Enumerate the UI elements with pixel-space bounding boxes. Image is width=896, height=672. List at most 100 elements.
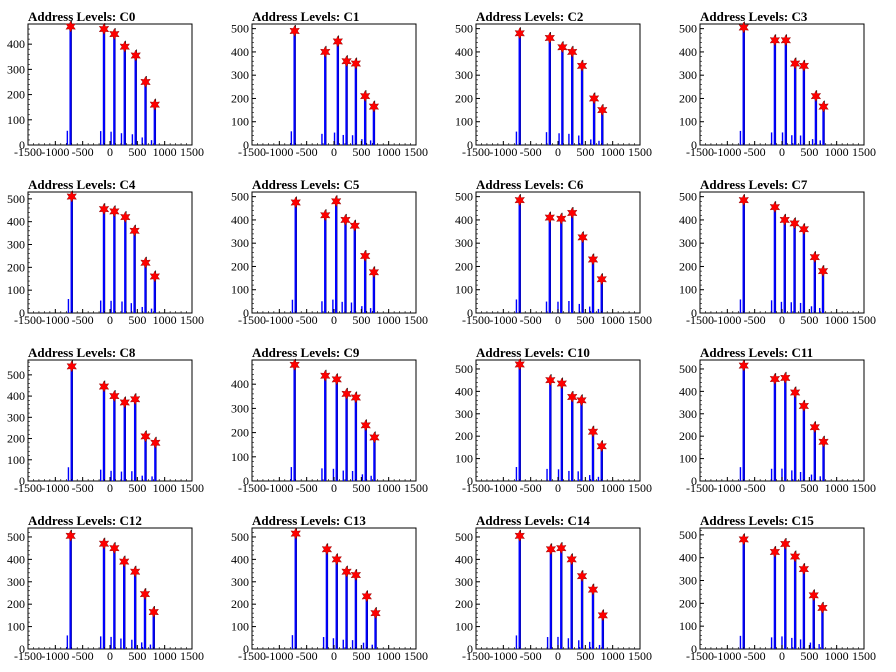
peak-marker: [119, 40, 130, 53]
histogram-bar: [336, 41, 339, 146]
peak-marker: [545, 543, 557, 556]
peak-marker: [341, 565, 352, 578]
chart-title: Address Levels: C0: [28, 9, 135, 24]
chart-title: Address Levels: C1: [252, 9, 359, 24]
x-tick-label: 0: [555, 313, 561, 327]
peak-marker: [798, 399, 810, 412]
histogram-bar-minor: [361, 139, 363, 145]
y-tick-label: 100: [7, 113, 25, 127]
peak-marker: [567, 390, 578, 403]
x-tick-label: 1500: [180, 145, 204, 159]
histogram-bar: [802, 405, 805, 481]
x-tick-label: -500: [520, 145, 542, 159]
x-tick-label: -500: [744, 145, 766, 159]
x-tick-label: 500: [800, 649, 818, 663]
histogram-bar-minor: [791, 637, 793, 649]
x-tick-label: 0: [107, 649, 113, 663]
y-tick-label: 200: [455, 259, 473, 273]
histogram-bar: [363, 255, 367, 313]
peak-marker: [368, 100, 380, 113]
histogram-bar-minor: [578, 135, 580, 145]
x-tick-label: 0: [107, 145, 113, 159]
histogram-bar-minor: [597, 308, 600, 313]
chart-panel-7: Address Levels: C70100200300400500-1500-…: [679, 177, 876, 327]
peak-marker: [98, 203, 110, 216]
histogram-bar: [113, 548, 116, 649]
histogram-bar-minor: [151, 476, 153, 481]
histogram-bar-minor: [321, 301, 323, 313]
histogram-bar-minor: [351, 470, 354, 481]
histogram-bar-minor: [819, 476, 821, 481]
peak-marker: [340, 213, 351, 226]
peak-marker: [66, 360, 77, 373]
peak-marker: [149, 270, 161, 283]
histogram-bar: [592, 98, 596, 145]
peak-marker: [809, 251, 820, 264]
histogram-bar: [571, 212, 574, 313]
chart-title: Address Levels: C7: [700, 177, 808, 192]
peak-marker: [98, 380, 110, 393]
y-tick-label: 500: [231, 530, 249, 544]
peak-marker: [596, 273, 607, 286]
y-tick-label: 300: [679, 236, 697, 250]
histogram-bar-minor: [333, 132, 336, 145]
peak-marker: [587, 583, 599, 596]
histogram-bar: [113, 211, 116, 313]
peak-marker: [290, 196, 301, 209]
histogram-bar: [324, 375, 327, 481]
y-tick-label: 400: [7, 215, 25, 229]
peak-marker: [129, 565, 141, 578]
histogram-bar: [354, 63, 357, 145]
plot-frame: [27, 191, 193, 314]
y-tick-label: 100: [455, 452, 473, 466]
peak-marker: [129, 224, 140, 237]
histogram-bar: [580, 400, 583, 481]
histogram-bar: [560, 383, 563, 481]
x-tick-label: 500: [128, 145, 146, 159]
y-tick-label: 0: [691, 306, 697, 320]
histogram-bar: [591, 259, 594, 313]
peak-marker: [66, 190, 77, 203]
y-tick-label: 400: [455, 45, 473, 59]
chart-panel-15: Address Levels: C15 0 100 200 300 400 500 -1500…: [679, 513, 876, 663]
y-tick-label: 100: [679, 283, 697, 297]
x-tick-label: -500: [296, 481, 318, 495]
histogram-bar-minor: [322, 637, 325, 649]
histogram-bar-minor: [110, 300, 112, 313]
histogram-bar-minor: [150, 140, 153, 145]
histogram-bar-minor: [590, 139, 592, 145]
x-tick-label: -1500: [686, 481, 714, 495]
histogram-bar: [70, 196, 73, 313]
peak-marker: [738, 194, 749, 207]
histogram-bar: [742, 27, 745, 145]
x-tick-label: -500: [520, 649, 542, 663]
histogram-bar-minor: [598, 644, 601, 649]
histogram-bar-minor: [818, 644, 820, 649]
histogram-bar-minor: [770, 300, 773, 313]
histogram-bar: [70, 366, 73, 481]
y-tick-label: 400: [679, 45, 697, 59]
peak-marker: [818, 100, 829, 113]
histogram-bar: [821, 607, 824, 649]
histogram-bar: [581, 237, 584, 313]
y-tick-label: 200: [231, 259, 249, 273]
chart-panel-8: Address Levels: C80100200300400500-1500-…: [7, 345, 204, 495]
peak-marker: [738, 359, 749, 372]
histogram-bar-minor: [578, 640, 580, 649]
y-tick-label: 200: [679, 596, 697, 610]
plot-frame: [251, 191, 417, 314]
histogram-bar-minor: [371, 644, 373, 649]
x-tick-label: 500: [576, 313, 594, 327]
x-tick-label: 1000: [825, 649, 849, 663]
histogram-bar: [113, 34, 116, 146]
chart-title: Address Levels: C8: [28, 345, 136, 360]
y-tick-label: 500: [7, 192, 25, 206]
x-tick-label: 1000: [825, 145, 849, 159]
y-tick-label: 200: [455, 597, 473, 611]
peak-marker: [332, 35, 344, 48]
y-tick-label: 500: [7, 530, 25, 544]
histogram-bar: [742, 539, 745, 649]
histogram-bar-minor: [66, 130, 69, 145]
x-tick-label: 1000: [377, 145, 401, 159]
histogram-bar: [783, 219, 786, 313]
